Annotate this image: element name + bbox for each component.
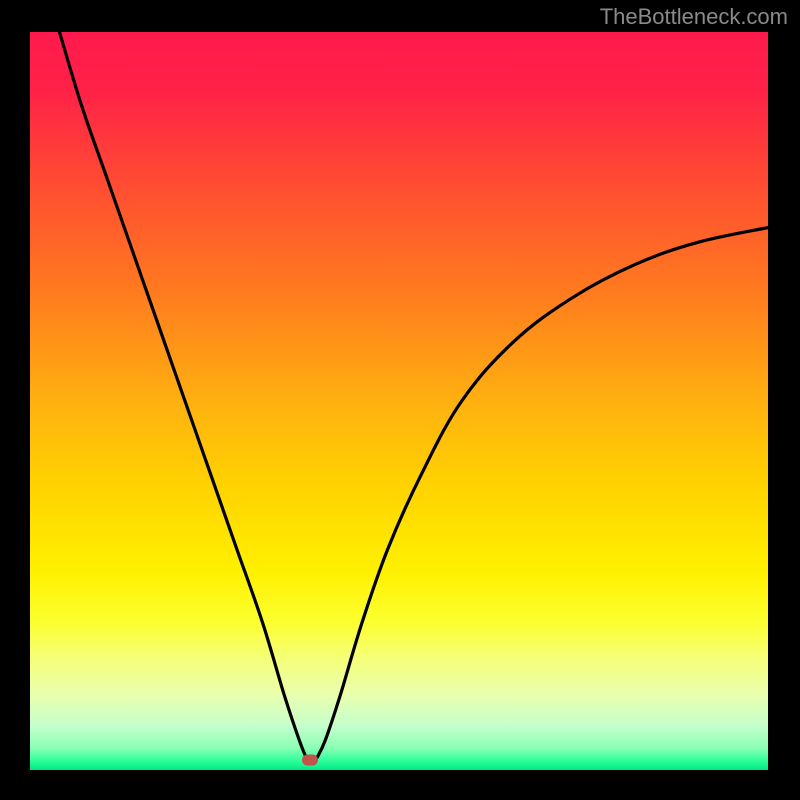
curve-layer xyxy=(30,32,768,770)
right-branch xyxy=(316,228,768,759)
minimum-marker xyxy=(302,755,318,766)
left-branch xyxy=(60,32,307,759)
attribution-text: TheBottleneck.com xyxy=(600,4,788,30)
plot-area xyxy=(30,32,768,770)
